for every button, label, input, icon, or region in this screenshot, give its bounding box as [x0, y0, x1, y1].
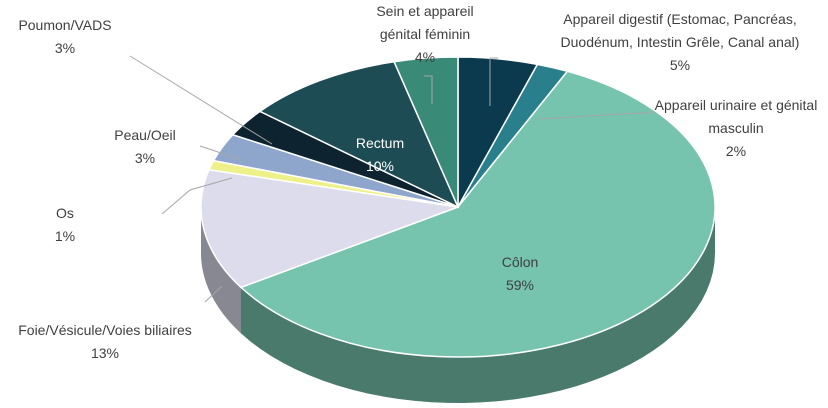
category-label: Appareil urinaire et génital masculin: [654, 97, 818, 136]
value-label: 13%: [90, 345, 120, 361]
category-label: Foie/Vésicule/Voies biliaires: [18, 322, 192, 338]
value-label: 5%: [669, 57, 691, 73]
value-label: 2%: [725, 143, 747, 159]
category-label: Peau/Oeil: [114, 127, 176, 143]
leader-line: [489, 57, 498, 106]
slice-label: Appareil urinaire et génital masculin 2%: [648, 94, 824, 163]
category-label: Sein et appareil génital féminin: [376, 3, 474, 42]
leader-line: [199, 145, 243, 161]
value-label: 3%: [134, 150, 156, 166]
leader-line: [204, 285, 223, 303]
category-label: Appareil digestif (Estomac, Pancréas, Du…: [560, 11, 800, 50]
value-label: 3%: [54, 40, 76, 56]
value-label: 59%: [505, 277, 535, 293]
slice-label: Sein et appareil génital féminin 4%: [355, 0, 495, 69]
pie-slice: [200, 168, 459, 289]
leader-line: [129, 55, 273, 145]
category-label: Os: [56, 205, 74, 221]
category-label: Rectum: [355, 135, 405, 151]
leader-line: [539, 111, 656, 120]
pie-slice: [239, 70, 716, 358]
slice-label: Rectum 10%: [330, 132, 430, 178]
slice-label: Os 1%: [15, 202, 115, 248]
pie-side: [201, 207, 242, 334]
slice-label: Foie/Vésicule/Voies biliaires 13%: [5, 319, 205, 365]
slice-label: Peau/Oeil 3%: [95, 124, 195, 170]
slice-label: Côlon 59%: [440, 251, 600, 297]
value-label: 10%: [365, 158, 395, 174]
value-label: 4%: [414, 49, 436, 65]
leader-line: [424, 75, 433, 104]
category-label: Côlon: [501, 254, 539, 270]
slice-label: Appareil digestif (Estomac, Pancréas, Du…: [528, 8, 828, 77]
slice-label: Poumon/VADS 3%: [0, 14, 130, 60]
pie-slice: [393, 56, 459, 208]
leader-line: [161, 177, 233, 215]
pie-slice: [258, 60, 460, 209]
value-label: 1%: [54, 228, 76, 244]
pie-side: [241, 207, 715, 403]
category-label: Poumon/VADS: [18, 17, 112, 33]
